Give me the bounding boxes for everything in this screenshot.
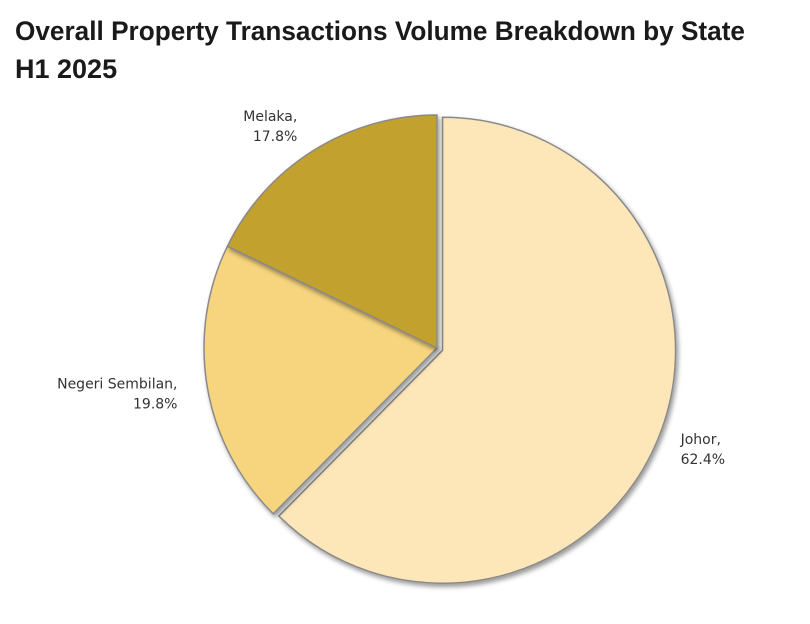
- pie: [203, 114, 677, 584]
- chart-subtitle: H1 2025: [15, 54, 117, 84]
- category-label: Melaka,: [243, 109, 297, 125]
- data-label: Negeri Sembilan, 19.8%: [57, 376, 177, 412]
- pie-slice: [203, 245, 439, 515]
- value-label: 17.8%: [253, 129, 297, 145]
- data-label: Melaka, 17.8%: [243, 109, 297, 145]
- chart-title: Overall Property Transactions Volume Bre…: [15, 16, 745, 46]
- category-label: Negeri Sembilan,: [57, 376, 177, 392]
- data-label: Johor, 62.4%: [680, 432, 725, 468]
- pie-slice: [277, 116, 677, 584]
- pie-slice: [226, 114, 438, 350]
- value-label: 19.8%: [133, 396, 177, 412]
- category-label: Johor,: [680, 432, 721, 448]
- value-label: 62.4%: [681, 452, 725, 468]
